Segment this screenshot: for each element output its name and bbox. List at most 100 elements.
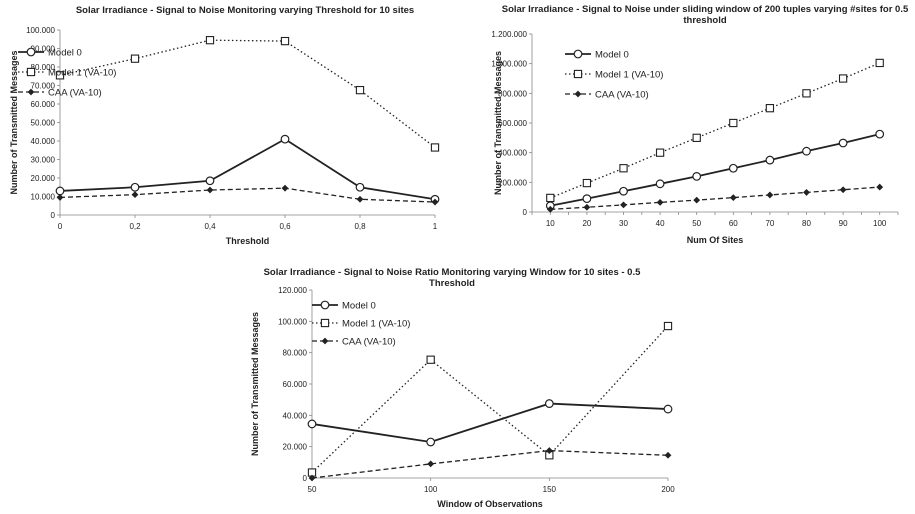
data-point [546,193,555,203]
data-point [655,148,665,157]
series-line [59,39,436,148]
data-point [802,146,811,156]
data-point [426,355,435,364]
series-line [311,402,669,443]
y-tick-label: 800.000 [498,89,527,98]
data-point [803,189,810,196]
series-line [59,138,436,201]
legend-label: Model 1 (VA-10) [595,70,663,81]
y-tick-label: 20.000 [283,443,308,452]
chart-title: Solar Irradiance - Signal to Noise under… [502,4,909,15]
y-tick-label: 10.000 [31,193,56,202]
series-circle [545,129,885,211]
data-point [656,198,664,206]
x-tick-label: 0,6 [279,222,291,231]
series-line [311,449,669,479]
x-axis-title: Window of Observations [437,499,542,509]
chart-num-sites: Solar Irradiance - Signal to Noise under… [491,4,909,245]
y-tick-label: 0 [303,474,308,483]
data-point [280,134,290,144]
x-axis-title: Threshold [226,236,270,246]
data-point [206,186,214,194]
data-point [426,437,436,447]
x-tick-label: 150 [543,485,557,494]
data-point [320,300,330,310]
x-tick-label: 0,4 [204,222,216,231]
data-point [26,47,36,57]
y-tick-label: 0 [51,211,56,220]
legend-label: Model 0 [342,301,376,312]
y-tick-label: 80.000 [31,63,56,72]
y-tick-label: 1.000.000 [491,60,527,69]
data-point [663,321,673,331]
data-point [55,186,65,196]
x-tick-label: 80 [802,219,811,228]
data-point [27,88,35,96]
y-tick-label: 70.000 [31,82,56,91]
x-tick-label: 60 [729,219,738,228]
data-point [205,36,215,45]
data-point [619,164,628,173]
y-tick-label: 600.000 [498,119,527,128]
chart-title: threshold [683,15,726,26]
y-tick-label: 20.000 [31,174,56,183]
data-point [431,198,439,206]
data-point [131,191,139,199]
chart-threshold: Solar Irradiance - Signal to Noise Monit… [9,5,440,246]
data-point [430,143,440,152]
data-point [582,194,592,204]
x-tick-label: 20 [582,219,591,228]
data-point [728,163,738,173]
x-tick-label: 30 [619,219,628,228]
data-point [802,89,811,98]
data-point [729,194,737,202]
x-axis-title: Num Of Sites [687,235,744,245]
chart-window: Solar Irradiance - Signal to Noise Ratio… [250,267,675,509]
y-tick-label: 120.000 [278,286,307,295]
legend-entry: Model 0 [565,50,629,61]
data-point [355,182,365,192]
y-tick-label: 60.000 [31,100,56,109]
y-tick-label: 40.000 [31,137,56,146]
series-diamond [546,183,884,213]
data-point [130,54,140,63]
data-point [664,451,672,459]
legend-label: Model 0 [595,50,629,61]
data-point [307,419,317,429]
x-tick-label: 50 [308,485,317,494]
series-circle [307,399,673,447]
legend-label: Model 1 (VA-10) [48,68,116,79]
y-tick-label: 400.000 [498,149,527,158]
legend-entry: Model 0 [312,301,376,312]
y-tick-label: 50.000 [31,119,56,128]
x-tick-label: 90 [839,219,848,228]
x-tick-label: 0,8 [354,222,366,231]
x-tick-label: 200 [661,485,675,494]
data-point [838,74,848,83]
x-tick-label: 0 [58,222,63,231]
y-tick-label: 100.000 [26,26,55,35]
y-tick-label: 40.000 [283,411,308,420]
y-tick-label: 80.000 [283,349,308,358]
series-diamond [308,447,672,482]
data-point [545,447,553,454]
data-point [355,85,365,95]
y-tick-label: 30.000 [31,156,56,165]
data-point [876,183,884,191]
y-axis-title: Number of Transmitted Messages [250,312,260,456]
data-point [546,205,554,213]
y-tick-label: 1.200.000 [491,30,527,39]
y-tick-label: 90.000 [31,45,56,54]
series-line [550,133,880,207]
legend-label: CAA (VA-10) [342,337,396,348]
data-point [205,176,215,186]
x-tick-label: 100 [424,485,438,494]
series-line [550,62,880,199]
data-point [573,69,583,79]
data-point [320,318,330,328]
data-point [583,203,591,211]
x-tick-label: 100 [873,219,887,228]
series-line [311,325,669,473]
data-point [663,404,673,414]
x-tick-label: 1 [433,222,438,231]
